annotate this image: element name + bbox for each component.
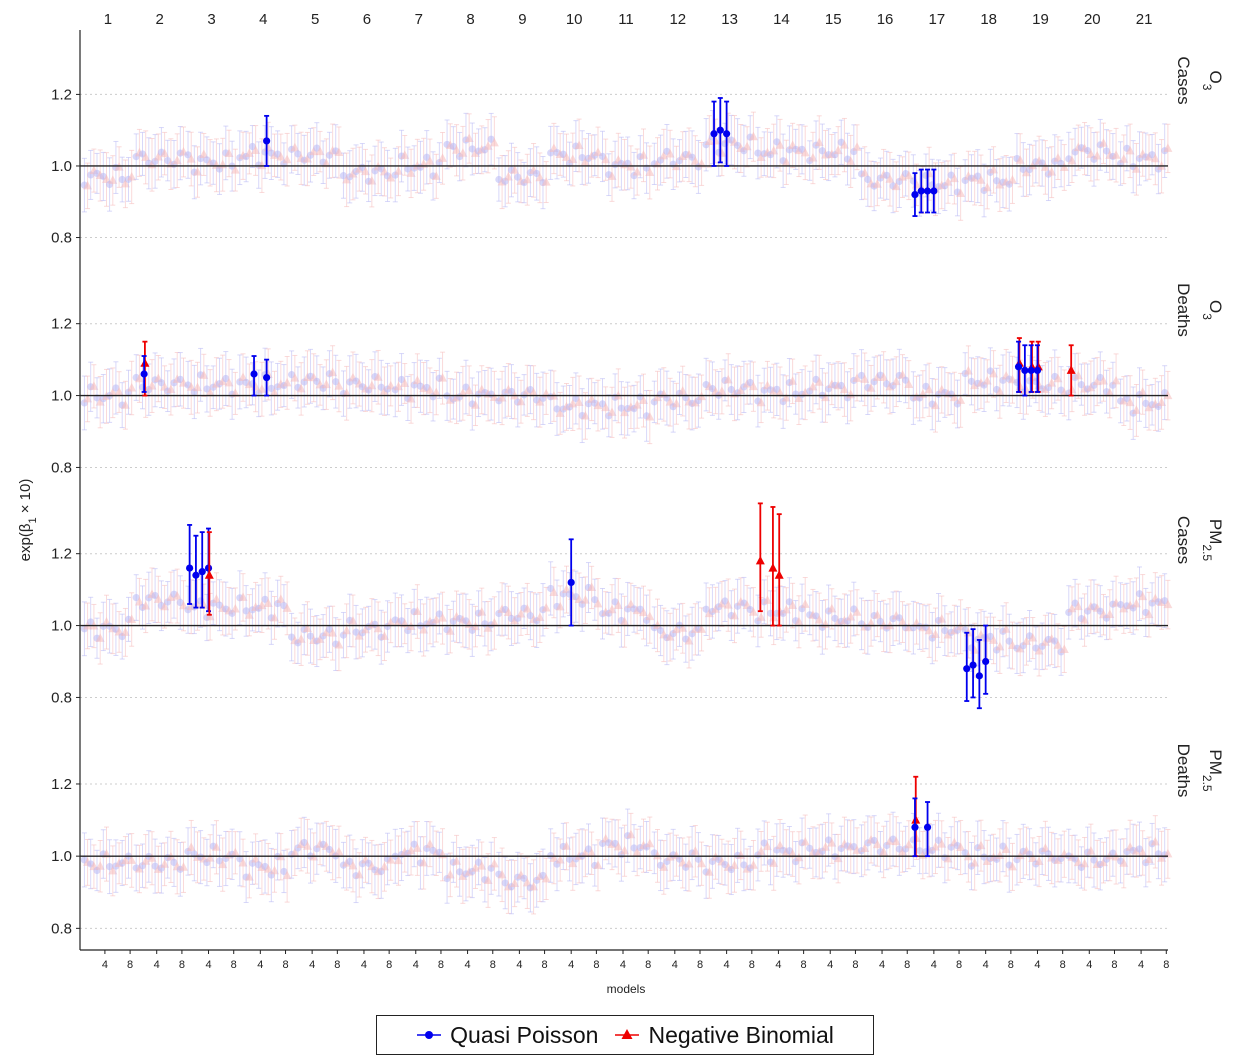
chart: 0.8 1.0 1.2 Cases O3 0.8 1.0 1.2 Deaths O3 0.81.01… <box>0 0 1241 1010</box>
highlight-point <box>1015 363 1022 370</box>
panels-layer: 0.8 1.0 1.2 Cases O3 0.8 1.0 1.2 Deaths O3 0.81.01… <box>51 56 1225 937</box>
strip-pollutant-label: O3 <box>1200 300 1225 320</box>
highlight-point <box>930 187 937 194</box>
y-tick-label: 1.0 <box>51 158 72 175</box>
strip-outcome-label: Deaths <box>1174 283 1193 337</box>
y-tick-label: 1.2 <box>51 316 72 333</box>
highlight-point <box>263 374 270 381</box>
highlight-point <box>141 370 148 377</box>
highlight-point <box>263 137 270 144</box>
y-tick-label: 0.8 <box>51 459 72 476</box>
strip-pollutant-label: O3 <box>1200 71 1225 91</box>
highlight-point <box>918 187 925 194</box>
strip-pollutant-subscript: 3 <box>1200 313 1214 320</box>
highlight-point <box>1034 367 1041 374</box>
highlight-point <box>1028 367 1035 374</box>
y-tick-label: 1.0 <box>51 388 72 405</box>
panel-1: 0.8 1.0 1.2 Cases O3 <box>51 56 1225 246</box>
highlight-point <box>723 130 730 137</box>
panel-2: 0.8 1.0 1.2 Deaths O3 <box>51 283 1225 476</box>
strip-pollutant-subscript: 3 <box>1200 84 1214 91</box>
strip-outcome-label: Cases <box>1174 56 1193 104</box>
background-estimates <box>81 346 1173 444</box>
highlight-point <box>924 187 931 194</box>
highlight-point <box>717 127 724 134</box>
highlight-point <box>1021 367 1028 374</box>
y-tick-label: 1.2 <box>51 86 72 103</box>
y-tick-label: 0.8 <box>51 230 72 247</box>
highlight-point <box>250 370 257 377</box>
background-estimates <box>81 562 1173 677</box>
highlight-point <box>710 130 717 137</box>
highlight-point <box>911 191 918 198</box>
